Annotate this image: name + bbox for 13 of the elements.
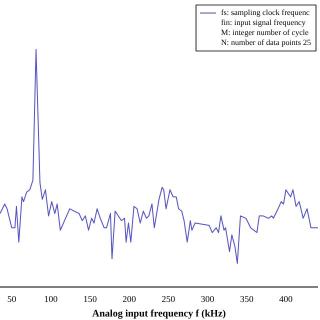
text: M: integer number of cycle: [221, 28, 309, 38]
x-tick-label: 100: [44, 294, 58, 304]
x-axis-title: Analog input frequency f (kHz): [92, 308, 226, 320]
x-tick-label: 150: [83, 294, 98, 304]
text: fin: input signal frequency: [221, 18, 306, 28]
text: N: number of data points 25: [221, 38, 311, 48]
legend-label: fs: sampling clock frequenc: [221, 8, 310, 18]
x-tick-label: 200: [122, 294, 136, 304]
x-tick-label: 250: [162, 294, 176, 304]
x-tick-label: 300: [200, 294, 215, 304]
x-tick-label: 350: [240, 294, 254, 304]
x-tick-label: 400: [279, 294, 294, 304]
x-tick-label: 50: [7, 294, 17, 304]
